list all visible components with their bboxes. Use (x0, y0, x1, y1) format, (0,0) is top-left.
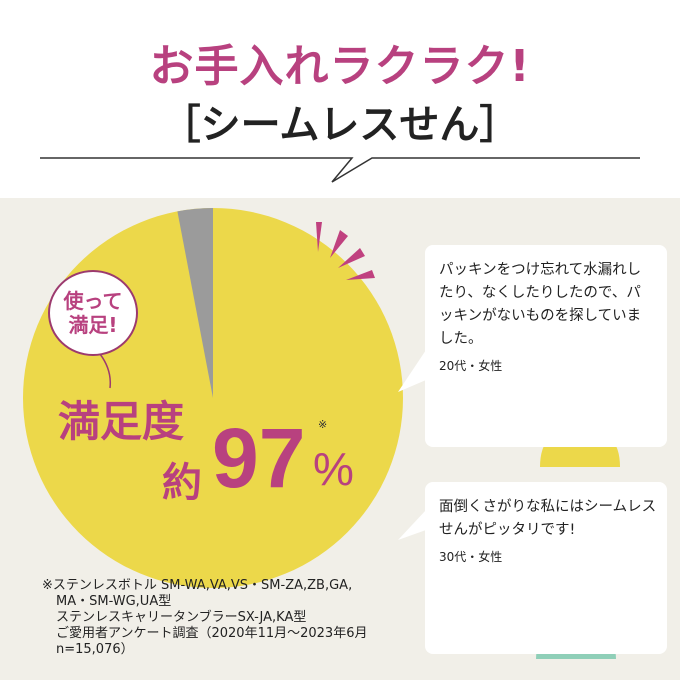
footnote-line: ご愛用者アンケート調査（2020年11月～2023年6月 (56, 626, 368, 641)
footnote-line: ※ステンレスボトル SM-WA,VA,VS・SM-ZA,ZB,GA, (42, 578, 353, 593)
header-area (0, 0, 680, 198)
note-mark: ※ (318, 418, 328, 431)
footnote-line: n=15,076） (56, 642, 134, 657)
badge-line-1: 使って (63, 289, 123, 313)
badge-line-2: 満足! (68, 313, 118, 337)
satisfied-badge: 使って 満足! (48, 270, 138, 356)
satisfaction-label: 満足度 (58, 397, 185, 446)
testimonial-text: パッキンをつけ忘れて水漏れしたり、なくしたりしたので、パッキンがないものを探して… (439, 262, 642, 347)
testimonial-bubble: 面倒くさがりな私にはシームレスせんがピッタリです! 30代・女性 (425, 482, 667, 654)
testimonial-author: 20代・女性 (439, 359, 503, 373)
pie-other-slice (177, 208, 213, 398)
page-title: お手入れラクラク! (149, 41, 531, 92)
satisfaction-prefix: 約 (162, 460, 202, 506)
testimonial-text: 面倒くさがりな私にはシームレスせんがピッタリです! (439, 499, 657, 538)
satisfaction-unit: % (313, 443, 354, 495)
satisfaction-value: 97 (212, 411, 306, 505)
footnote-line: MA・SM-WG,UA型 (56, 594, 172, 609)
page-subtitle: ［シームレスせん］ (160, 102, 520, 148)
bubble-tail-icon (398, 350, 426, 540)
testimonial-bubble: パッキンをつけ忘れて水漏れしたり、なくしたりしたので、パッキンがないものを探して… (425, 245, 667, 447)
emphasis-lines-icon (316, 222, 375, 280)
footnote: ※ステンレスボトル SM-WA,VA,VS・SM-ZA,ZB,GA, MA・SM… (42, 578, 367, 658)
speech-divider (40, 157, 640, 183)
badge-tail-icon (99, 353, 112, 389)
testimonial-author: 30代・女性 (439, 550, 503, 564)
footnote-line: ステンレスキャリータンブラーSX-JA,KA型 (56, 610, 307, 625)
